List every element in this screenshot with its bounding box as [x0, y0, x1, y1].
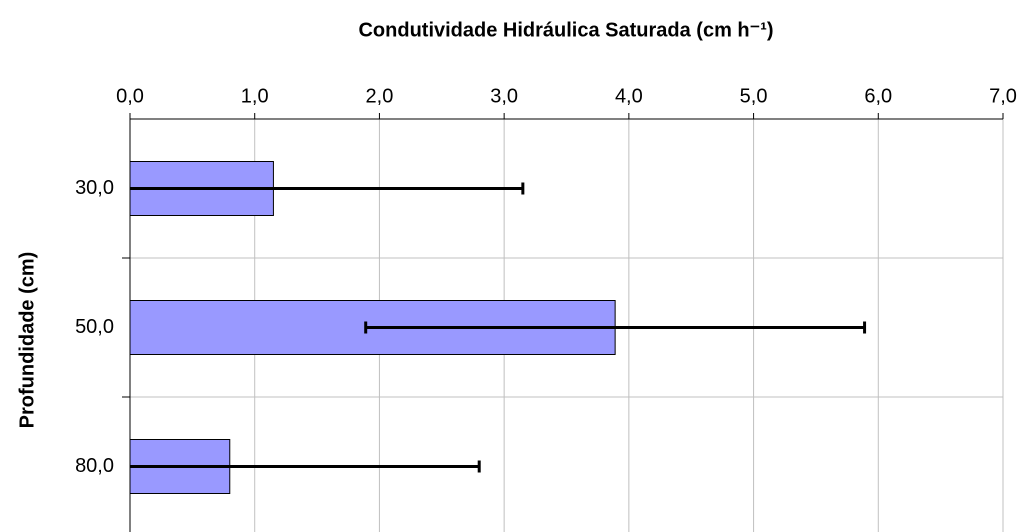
x-tick-label: 0,0 — [116, 85, 144, 107]
y-tick-label: 50,0 — [75, 316, 114, 338]
x-tick-label: 7,0 — [989, 85, 1017, 107]
plot-area — [130, 161, 867, 494]
x-tick-label: 5,0 — [740, 85, 768, 107]
x-tick-label: 1,0 — [241, 85, 269, 107]
y-tick-label: 80,0 — [75, 455, 114, 477]
y-axis-label: Profundidade (cm) — [16, 252, 38, 429]
chart-title: Condutividade Hidráulica Saturada (cm h⁻… — [358, 19, 773, 41]
x-tick-label: 2,0 — [366, 85, 394, 107]
x-tick-label: 3,0 — [490, 85, 518, 107]
x-tick-label: 4,0 — [615, 85, 643, 107]
y-tick-label: 30,0 — [75, 177, 114, 199]
x-tick-label: 6,0 — [864, 85, 892, 107]
